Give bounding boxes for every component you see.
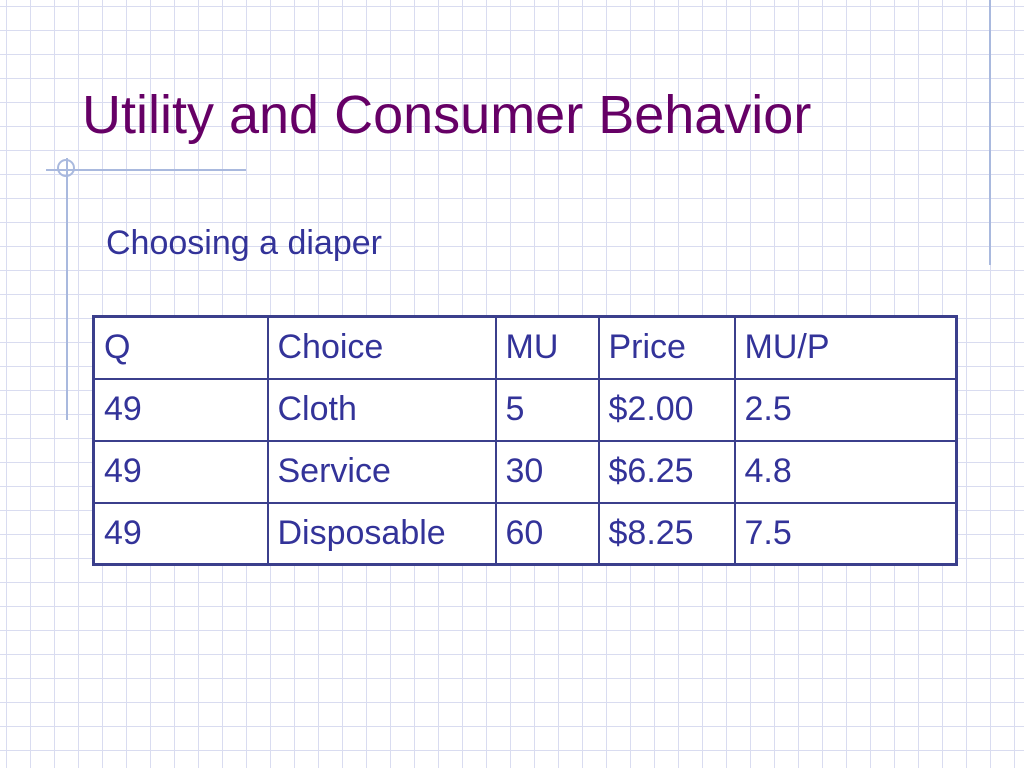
cell-choice: Service bbox=[266, 439, 497, 504]
cell-q: 49 bbox=[92, 377, 269, 442]
cell-price: $2.00 bbox=[597, 377, 736, 442]
cell-mu-per-price: 4.8 bbox=[733, 439, 958, 504]
table-row: 49 Disposable 60 $8.25 7.5 bbox=[92, 501, 958, 566]
right-accent-line bbox=[989, 0, 991, 265]
cell-mu: 30 bbox=[494, 439, 600, 504]
table-row: 49 Service 30 $6.25 4.8 bbox=[92, 439, 958, 504]
table-row: 49 Cloth 5 $2.00 2.5 bbox=[92, 377, 958, 442]
table-header-row: Q Choice MU Price MU/P bbox=[92, 315, 958, 380]
slide-title: Utility and Consumer Behavior bbox=[82, 85, 812, 145]
title-underline-accent bbox=[46, 169, 246, 171]
diaper-utility-table: Q Choice MU Price MU/P 49 Cloth 5 $2.00 … bbox=[92, 315, 958, 566]
cell-q: 49 bbox=[92, 439, 269, 504]
cell-mu-per-price: 7.5 bbox=[733, 501, 958, 566]
header-cell-choice: Choice bbox=[266, 315, 497, 380]
cell-mu: 60 bbox=[494, 501, 600, 566]
slide-subtitle: Choosing a diaper bbox=[106, 224, 382, 262]
cell-choice: Disposable bbox=[266, 501, 497, 566]
cell-mu-per-price: 2.5 bbox=[733, 377, 958, 442]
cell-price: $8.25 bbox=[597, 501, 736, 566]
header-cell-price: Price bbox=[597, 315, 736, 380]
crosshair-circle-icon bbox=[57, 159, 75, 177]
cell-choice: Cloth bbox=[266, 377, 497, 442]
cell-price: $6.25 bbox=[597, 439, 736, 504]
cell-mu: 5 bbox=[494, 377, 600, 442]
cell-q: 49 bbox=[92, 501, 269, 566]
header-cell-mu-per-price: MU/P bbox=[733, 315, 958, 380]
header-cell-mu: MU bbox=[494, 315, 600, 380]
header-cell-q: Q bbox=[92, 315, 269, 380]
left-accent-line bbox=[66, 158, 68, 420]
